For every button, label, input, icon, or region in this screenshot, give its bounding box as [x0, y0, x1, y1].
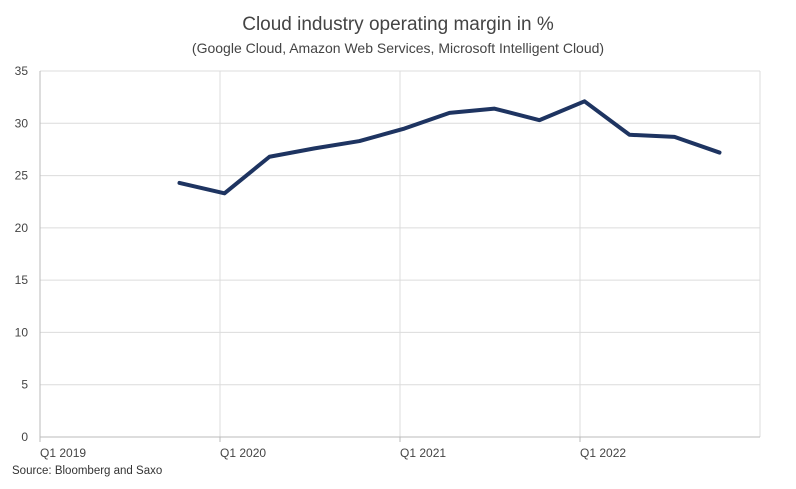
y-tick-label: 15	[15, 273, 29, 287]
y-tick-label: 35	[15, 64, 29, 78]
chart-title: Cloud industry operating margin in %	[242, 14, 554, 35]
x-tick-labels: Q1 2019 Q1 2020 Q1 2021 Q1 2022	[40, 446, 626, 460]
y-tick-label: 5	[21, 378, 28, 392]
x-tick-label: Q1 2022	[580, 446, 626, 460]
y-tick-label: 20	[15, 221, 29, 235]
x-tick-label: Q1 2019	[40, 446, 86, 460]
grid-lines	[40, 70, 760, 437]
y-tick-labels: 0 5 10 15 20 25 30 35	[15, 64, 29, 444]
axes	[39, 70, 761, 442]
series-line	[177, 99, 722, 196]
source-note: Source: Bloomberg and Saxo	[12, 465, 163, 477]
chart-subtitle: (Google Cloud, Amazon Web Services, Micr…	[191, 40, 605, 56]
x-tick-label: Q1 2021	[400, 446, 446, 460]
y-tick-label: 10	[15, 325, 29, 339]
y-tick-label: 25	[15, 169, 29, 183]
y-tick-label: 0	[21, 430, 28, 444]
series-group	[177, 99, 722, 196]
y-tick-label: 30	[15, 116, 29, 130]
x-tick-label: Q1 2020	[220, 446, 266, 460]
